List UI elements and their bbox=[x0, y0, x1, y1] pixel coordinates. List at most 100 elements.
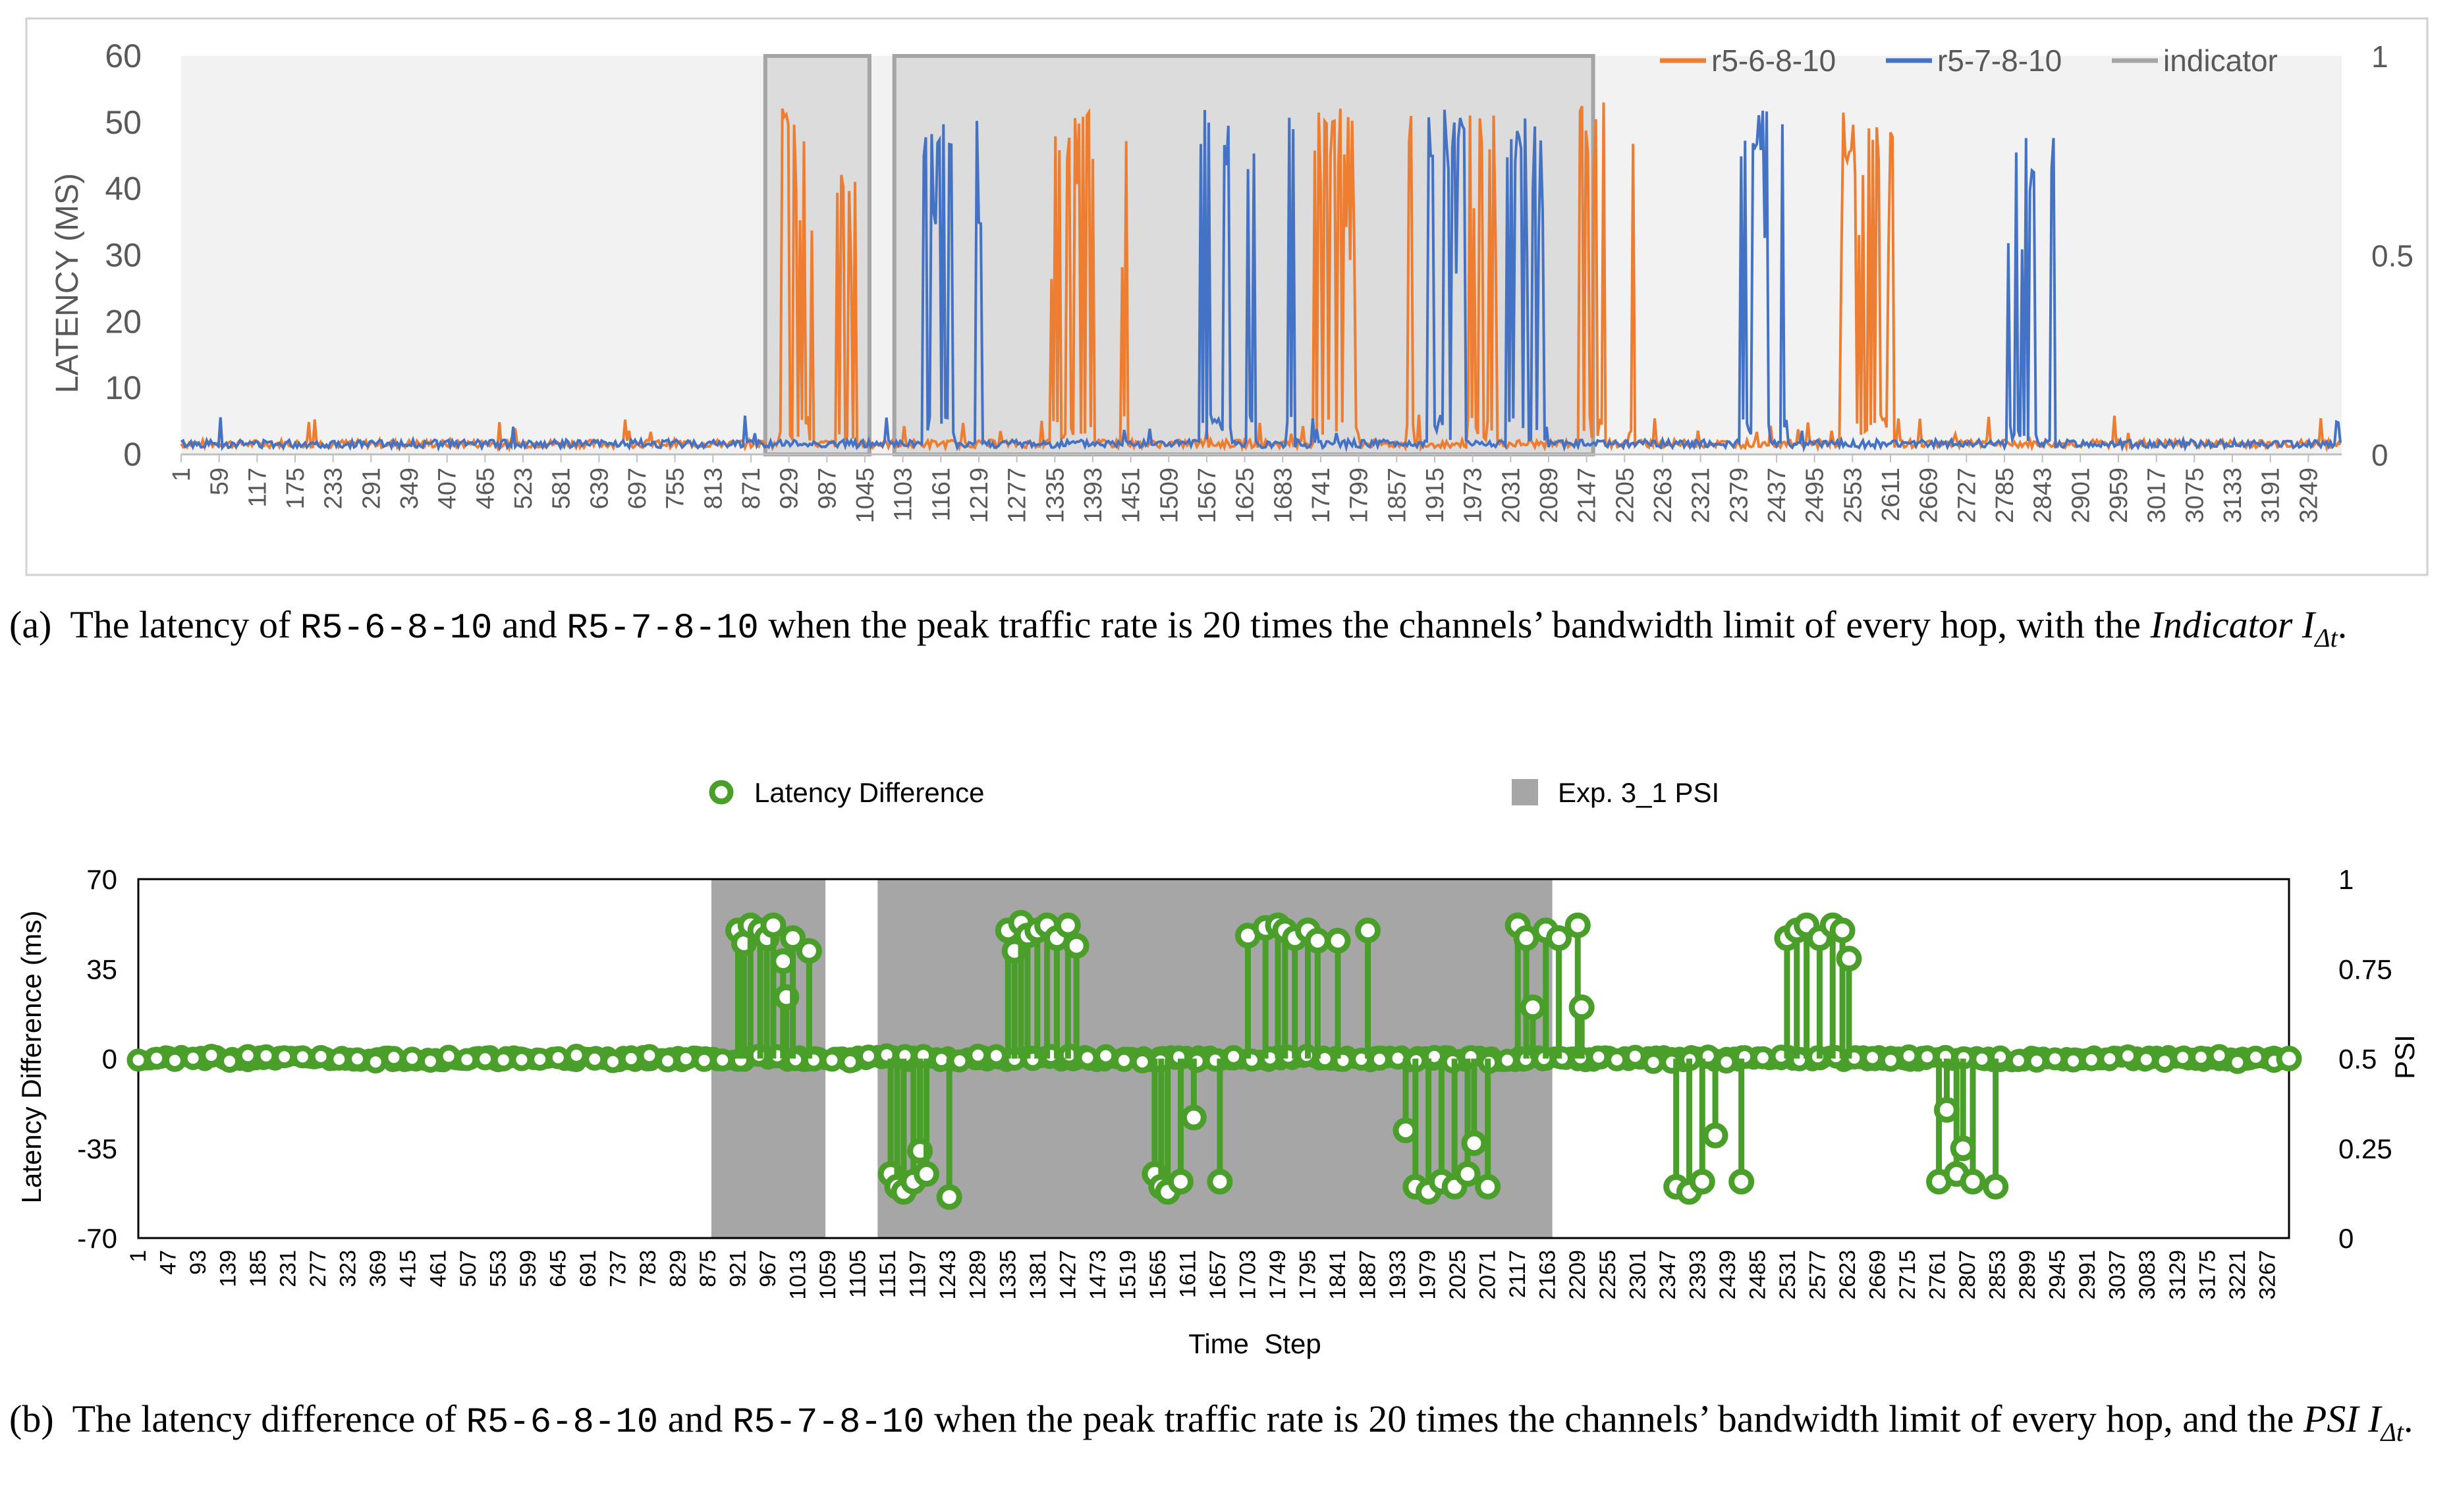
x-tick-label: 291 bbox=[358, 468, 385, 509]
difference-point bbox=[1564, 912, 1591, 938]
baseline-point bbox=[181, 1046, 205, 1070]
baseline-point bbox=[784, 1048, 808, 1071]
difference-point bbox=[1272, 917, 1298, 944]
baseline-point bbox=[1459, 1045, 1483, 1069]
difference-point bbox=[1416, 1179, 1442, 1205]
difference-point bbox=[1142, 1161, 1168, 1187]
y-tick-label: 60 bbox=[105, 38, 142, 74]
baseline-point bbox=[1532, 1046, 1556, 1070]
x-tick-label: 1427 bbox=[1055, 1250, 1080, 1300]
x-tick-label: 523 bbox=[510, 468, 538, 509]
x-tick-label: 369 bbox=[366, 1250, 391, 1287]
zero-band bbox=[132, 1044, 2292, 1073]
legend-label: r5-7-8-10 bbox=[1937, 43, 2062, 78]
x-tick-label: 139 bbox=[216, 1250, 241, 1287]
baseline-point bbox=[1916, 1045, 1939, 1069]
difference-point bbox=[1168, 1168, 1194, 1195]
baseline-point bbox=[273, 1045, 296, 1069]
y-tick-label: 0 bbox=[123, 436, 142, 473]
caption-b-text-3: when the peak traffic rate is 20 times t… bbox=[934, 1397, 1879, 1440]
x-tick-label: 1915 bbox=[1421, 468, 1449, 524]
y-tick-label: 30 bbox=[105, 237, 142, 274]
legend-label: Exp. 3_1 PSI bbox=[1558, 777, 1719, 808]
baseline-point bbox=[510, 1048, 534, 1071]
legend-label: indicator bbox=[2163, 43, 2278, 78]
x-tick-label: 1611 bbox=[1175, 1250, 1200, 1298]
baseline-point bbox=[1514, 1048, 1537, 1071]
baseline-point bbox=[619, 1046, 643, 1070]
difference-point bbox=[907, 1138, 933, 1164]
x-tick-label: 1657 bbox=[1205, 1250, 1230, 1300]
caption-a-code-2: R5-7-8-10 bbox=[566, 608, 759, 649]
baseline-point bbox=[1733, 1045, 1757, 1069]
x-tick-label: 1 bbox=[126, 1250, 151, 1262]
x-tick-label: 3075 bbox=[2181, 468, 2209, 524]
x-tick-label: 407 bbox=[434, 468, 462, 509]
difference-point bbox=[891, 1179, 917, 1205]
baseline-point bbox=[1605, 1048, 1629, 1071]
x-tick-label: 2991 bbox=[2075, 1250, 2100, 1300]
difference-point bbox=[1001, 938, 1028, 964]
baseline-point bbox=[1423, 1044, 1447, 1068]
x-tick-label: 1277 bbox=[1004, 468, 1032, 524]
x-tick-label: 737 bbox=[605, 1250, 630, 1287]
x-tick-label: 1933 bbox=[1385, 1250, 1410, 1300]
series-line-r5-7-8-10 bbox=[180, 109, 2342, 453]
difference-point bbox=[1014, 923, 1041, 949]
x-tick-label: 2669 bbox=[1865, 1250, 1890, 1300]
difference-point bbox=[780, 925, 806, 952]
x-tick-label: 3175 bbox=[2195, 1250, 2220, 1300]
x-tick-label: 1509 bbox=[1155, 468, 1183, 524]
baseline-point bbox=[1130, 1050, 1154, 1074]
y-tick-label: 70 bbox=[86, 864, 117, 895]
x-tick-label: 507 bbox=[456, 1250, 481, 1287]
x-tick-label: 581 bbox=[548, 468, 576, 509]
difference-point bbox=[796, 938, 822, 964]
x-tick-label: 3129 bbox=[2165, 1250, 2190, 1300]
x-tick-label: 2117 bbox=[1505, 1250, 1530, 1298]
y-tick-label: 20 bbox=[105, 303, 142, 340]
legend-marker bbox=[709, 780, 734, 805]
x-tick-label: 59 bbox=[206, 468, 234, 495]
baseline-point bbox=[1094, 1044, 1118, 1067]
caption-b-subscript: Δt bbox=[2381, 1417, 2404, 1447]
difference-point bbox=[1148, 1174, 1174, 1200]
x-tick-label: 1451 bbox=[1118, 468, 1145, 524]
x-tick-label: 2321 bbox=[1688, 468, 1715, 524]
baseline-point bbox=[1222, 1044, 1246, 1068]
x-tick-label: 1979 bbox=[1416, 1250, 1441, 1300]
x-tick-label: 2071 bbox=[1476, 1250, 1501, 1300]
baseline-point bbox=[2006, 1048, 2030, 1072]
difference-point bbox=[2276, 1046, 2302, 1071]
x-tick-label: 323 bbox=[336, 1250, 361, 1287]
x-tick-label: 1841 bbox=[1325, 1250, 1350, 1300]
y-tick-label: 10 bbox=[105, 369, 142, 406]
difference-point bbox=[1304, 927, 1331, 954]
baseline-point bbox=[2061, 1049, 2085, 1073]
baseline-point bbox=[2134, 1048, 2158, 1071]
x-tick-label: 1519 bbox=[1115, 1250, 1140, 1300]
legend: Latency Difference Exp. 3_1 PSI bbox=[709, 777, 1719, 808]
x-tick-label: 2485 bbox=[1745, 1250, 1770, 1300]
x-tick-label: 465 bbox=[472, 468, 499, 509]
x-tick-label: 1059 bbox=[815, 1250, 841, 1300]
y2-tick-label: 0.75 bbox=[2338, 954, 2392, 985]
caption-b-code-1: R5-6-8-10 bbox=[466, 1403, 659, 1443]
difference-point bbox=[754, 925, 780, 952]
baseline-point bbox=[218, 1050, 242, 1073]
difference-point bbox=[1926, 1168, 1952, 1195]
difference-point bbox=[1960, 1168, 1986, 1195]
y-axis-label: LATENCY (MS) bbox=[50, 173, 85, 393]
baseline-point bbox=[126, 1048, 150, 1072]
baseline-point bbox=[1003, 1047, 1026, 1071]
x-tick-label: 2785 bbox=[1991, 468, 2019, 524]
caption-b-end: . bbox=[2404, 1397, 2414, 1440]
baseline-point bbox=[674, 1047, 698, 1071]
caption-a-text-4: with the bbox=[2016, 603, 2141, 646]
baseline-point bbox=[382, 1046, 406, 1069]
difference-point bbox=[1055, 912, 1081, 938]
baseline-point bbox=[2244, 1045, 2268, 1069]
baseline-point bbox=[692, 1048, 716, 1072]
x-tick-label: 2761 bbox=[1925, 1250, 1950, 1300]
difference-point bbox=[1836, 946, 1862, 972]
